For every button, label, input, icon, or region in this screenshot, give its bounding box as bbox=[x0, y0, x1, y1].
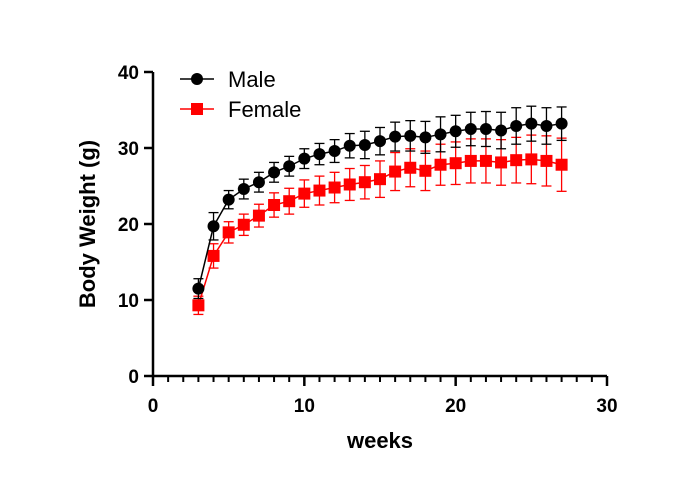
data-point bbox=[495, 124, 508, 137]
axes: 0 10 20 30 40 0 10 20 30 bbox=[118, 63, 618, 417]
x-tick-label: 0 bbox=[148, 396, 159, 417]
legend-item-male: Male bbox=[180, 67, 276, 92]
data-point bbox=[404, 161, 417, 174]
data-point bbox=[313, 148, 326, 161]
data-point bbox=[374, 135, 386, 148]
data-point bbox=[449, 125, 462, 138]
data-point bbox=[252, 176, 265, 189]
data-point bbox=[343, 178, 356, 191]
data-point bbox=[222, 226, 235, 239]
series-female bbox=[192, 134, 568, 316]
legend-marker bbox=[191, 73, 203, 85]
legend-item-female: Female bbox=[180, 97, 301, 122]
data-point bbox=[510, 154, 523, 167]
y-tick-label: 30 bbox=[118, 139, 139, 160]
data-point bbox=[449, 157, 462, 170]
y-tick-label: 0 bbox=[128, 367, 139, 388]
data-point bbox=[237, 218, 250, 231]
data-point bbox=[419, 131, 432, 144]
series-male bbox=[192, 105, 568, 300]
data-point bbox=[540, 119, 553, 132]
data-point bbox=[192, 282, 205, 295]
data-point bbox=[283, 195, 296, 208]
legend-label: Male bbox=[228, 67, 276, 92]
data-point bbox=[343, 139, 356, 152]
y-tick-label: 40 bbox=[118, 63, 139, 84]
data-point bbox=[434, 128, 447, 141]
data-point bbox=[328, 145, 341, 158]
data-point bbox=[479, 154, 492, 167]
series-layer bbox=[192, 105, 568, 316]
y-axis-title: Body Weight (g) bbox=[75, 140, 100, 308]
data-point bbox=[358, 176, 371, 189]
data-point bbox=[252, 209, 265, 222]
data-point bbox=[222, 193, 235, 206]
data-point bbox=[328, 181, 341, 194]
data-point bbox=[389, 130, 402, 143]
data-point bbox=[555, 117, 568, 130]
data-point bbox=[313, 184, 326, 197]
data-point bbox=[555, 158, 568, 171]
data-point bbox=[495, 156, 508, 169]
data-point bbox=[268, 199, 281, 211]
data-point bbox=[510, 119, 523, 132]
data-point bbox=[207, 249, 220, 262]
legend-marker bbox=[191, 103, 203, 115]
x-axis-title: weeks bbox=[346, 428, 413, 453]
data-point bbox=[192, 299, 205, 312]
data-point bbox=[525, 153, 538, 166]
legend-label: Female bbox=[228, 97, 301, 122]
data-point bbox=[283, 160, 296, 173]
data-point bbox=[434, 158, 447, 171]
y-tick-label: 20 bbox=[118, 215, 139, 236]
data-point bbox=[358, 138, 371, 151]
data-point bbox=[464, 123, 477, 135]
data-point bbox=[479, 123, 492, 135]
data-point bbox=[419, 164, 432, 177]
x-tick-label: 10 bbox=[294, 396, 315, 417]
data-point bbox=[298, 152, 311, 165]
data-point bbox=[298, 187, 311, 200]
data-point bbox=[540, 154, 553, 167]
data-point bbox=[207, 220, 220, 233]
x-tick-label: 30 bbox=[596, 396, 617, 417]
y-tick-label: 10 bbox=[118, 291, 139, 312]
data-point bbox=[389, 165, 402, 178]
data-point bbox=[525, 117, 538, 130]
data-point bbox=[268, 166, 281, 179]
data-point bbox=[374, 173, 386, 186]
data-point bbox=[464, 154, 477, 167]
data-point bbox=[404, 129, 417, 142]
x-tick-label: 20 bbox=[445, 396, 466, 417]
legend: Male Female bbox=[180, 67, 301, 122]
data-point bbox=[237, 183, 250, 196]
